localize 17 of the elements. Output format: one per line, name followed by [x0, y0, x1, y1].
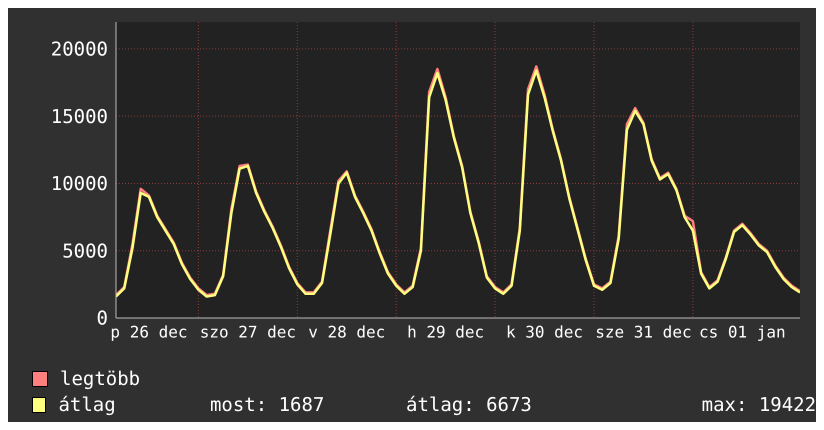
y-tick-label: 10000 [50, 173, 108, 196]
x-tick-label: h 29 dec [407, 322, 484, 342]
x-tick-label: szo 27 dec [200, 322, 296, 342]
x-tick-label: k 30 dec [506, 322, 584, 342]
text: most: 1687 [210, 393, 326, 418]
x-tick-label: sze 31 dec [595, 322, 692, 342]
legend-label: legtöbb [60, 367, 142, 392]
legend-label: átlag [58, 393, 117, 418]
text: átlag: 6673 [406, 393, 533, 418]
y-tick-label: 5000 [62, 240, 108, 262]
y-tick-label: 20000 [50, 38, 108, 61]
y-tick-label: 15000 [50, 106, 108, 128]
x-tick-label: p 26 dec [110, 322, 188, 342]
x-tick-label: v 28 dec [308, 322, 386, 342]
x-tick-label: cs 01 jan [698, 322, 786, 342]
y-tick-label: 0 [96, 308, 108, 330]
text: max: 19422 [700, 393, 816, 418]
